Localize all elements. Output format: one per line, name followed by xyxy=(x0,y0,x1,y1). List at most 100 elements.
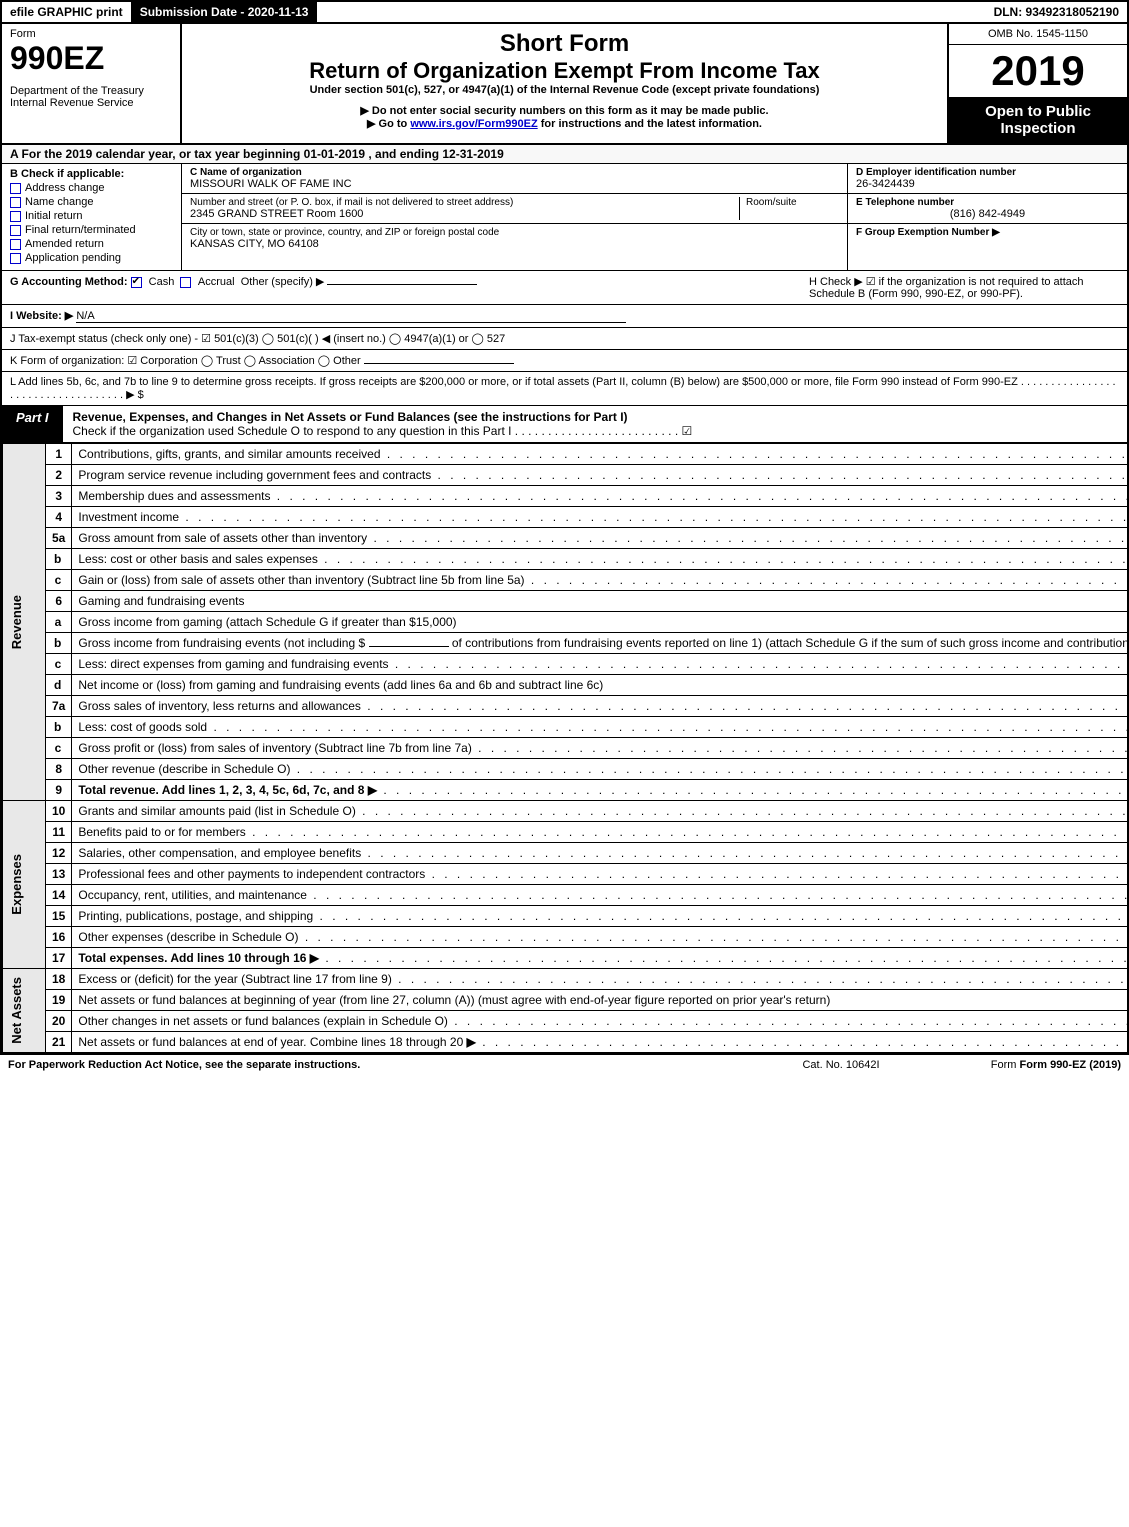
room-label: Room/suite xyxy=(746,197,839,208)
chk-application-pending[interactable]: Application pending xyxy=(10,252,173,264)
part1-header: Part I Revenue, Expenses, and Changes in… xyxy=(0,406,1129,443)
goto-suffix: for instructions and the latest informat… xyxy=(541,118,762,130)
goto-row: ▶ Go to www.irs.gov/Form990EZ for instru… xyxy=(192,117,937,130)
e-label: E Telephone number xyxy=(856,197,1119,208)
city-state-zip: KANSAS CITY, MO 64108 xyxy=(190,238,839,250)
city-label: City or town, state or province, country… xyxy=(190,227,839,238)
line-18-text: Excess or (deficit) for the year (Subtra… xyxy=(72,969,1129,990)
chk-accrual[interactable] xyxy=(180,277,191,288)
line-8-text: Other revenue (describe in Schedule O) xyxy=(72,759,1129,780)
netassets-sidelabel: Net Assets xyxy=(9,973,24,1048)
c-label: C Name of organization xyxy=(190,167,839,178)
street-address: 2345 GRAND STREET Room 1600 xyxy=(190,208,739,220)
line-12-text: Salaries, other compensation, and employ… xyxy=(72,843,1129,864)
line-7c-no: c xyxy=(46,738,72,759)
chk-name-change[interactable]: Name change xyxy=(10,196,173,208)
line-6b-text: Gross income from fundraising events (no… xyxy=(72,633,1129,654)
line-2-no: 2 xyxy=(46,465,72,486)
tax-year-period: A For the 2019 calendar year, or tax yea… xyxy=(0,145,1129,164)
line-17-text: Total expenses. Add lines 10 through 16 … xyxy=(72,948,1129,969)
telephone-value: (816) 842-4949 xyxy=(856,208,1119,220)
ein-value: 26-3424439 xyxy=(856,178,1119,190)
line-11-no: 11 xyxy=(46,822,72,843)
website-row: I Website: ▶ N/A xyxy=(0,305,1129,328)
line-1-no: 1 xyxy=(46,444,72,465)
chk-cash[interactable] xyxy=(131,277,142,288)
chk-amended-return[interactable]: Amended return xyxy=(10,238,173,250)
line-10-text: Grants and similar amounts paid (list in… xyxy=(72,801,1129,822)
part1-title: Revenue, Expenses, and Changes in Net As… xyxy=(73,410,628,424)
k-label: K Form of organization: ☑ Corporation ◯ … xyxy=(10,355,361,367)
dln-label: DLN: 93492318052190 xyxy=(986,2,1127,22)
chk-initial-return[interactable]: Initial return xyxy=(10,210,173,222)
line-5b-no: b xyxy=(46,549,72,570)
j-label: J Tax-exempt status (check only one) - ☑… xyxy=(10,333,505,345)
l-label: L Add lines 5b, 6c, and 7b to line 9 to … xyxy=(10,376,1116,401)
website-field[interactable]: N/A xyxy=(76,310,626,323)
line-4-no: 4 xyxy=(46,507,72,528)
line-4-text: Investment income xyxy=(72,507,1129,528)
form-number: 990EZ xyxy=(10,40,172,77)
line-6-text: Gaming and fundraising events xyxy=(72,591,1129,612)
i-label: I Website: ▶ xyxy=(10,310,73,322)
line-8-no: 8 xyxy=(46,759,72,780)
dept-label: Department of the Treasury xyxy=(10,85,172,97)
line-13-no: 13 xyxy=(46,864,72,885)
line-6c-no: c xyxy=(46,654,72,675)
line-10-no: 10 xyxy=(46,801,72,822)
chk-final-return[interactable]: Final return/terminated xyxy=(10,224,173,236)
f-label: F Group Exemption Number ▶ xyxy=(856,227,1119,238)
revenue-sidelabel: Revenue xyxy=(9,591,24,653)
line-17-no: 17 xyxy=(46,948,72,969)
line-19-text: Net assets or fund balances at beginning… xyxy=(72,990,1129,1011)
line-5c-text: Gain or (loss) from sale of assets other… xyxy=(72,570,1129,591)
line-14-no: 14 xyxy=(46,885,72,906)
page-footer: For Paperwork Reduction Act Notice, see … xyxy=(0,1055,1129,1075)
line-15-text: Printing, publications, postage, and shi… xyxy=(72,906,1129,927)
d-label: D Employer identification number xyxy=(856,167,1119,178)
h-schedule-b: H Check ▶ ☑ if the organization is not r… xyxy=(799,275,1119,300)
main-title: Return of Organization Exempt From Incom… xyxy=(192,58,937,84)
line-6b-amount-field[interactable] xyxy=(369,646,449,647)
omb-number: OMB No. 1545-1150 xyxy=(949,24,1127,45)
line-6b-no: b xyxy=(46,633,72,654)
line-7a-text: Gross sales of inventory, less returns a… xyxy=(72,696,1129,717)
line-7c-text: Gross profit or (loss) from sales of inv… xyxy=(72,738,1129,759)
other-org-field[interactable] xyxy=(364,363,514,364)
goto-prefix: ▶ Go to xyxy=(367,118,410,130)
form-word: Form xyxy=(10,28,172,40)
line-9-no: 9 xyxy=(46,780,72,801)
org-name: MISSOURI WALK OF FAME INC xyxy=(190,178,839,190)
under-section-text: Under section 501(c), 527, or 4947(a)(1)… xyxy=(192,84,937,96)
line-15-no: 15 xyxy=(46,906,72,927)
line-3-text: Membership dues and assessments xyxy=(72,486,1129,507)
chk-address-change[interactable]: Address change xyxy=(10,182,173,194)
submission-date-button[interactable]: Submission Date - 2020-11-13 xyxy=(132,2,318,22)
g-label: G Accounting Method: xyxy=(10,276,128,288)
irs-label: Internal Revenue Service xyxy=(10,97,172,109)
accrual-label: Accrual xyxy=(198,276,235,288)
line-20-no: 20 xyxy=(46,1011,72,1032)
expenses-sidelabel: Expenses xyxy=(9,850,24,919)
line-5a-text: Gross amount from sale of assets other t… xyxy=(72,528,1129,549)
part1-table: Revenue 1 Contributions, gifts, grants, … xyxy=(0,443,1129,1055)
line-21-no: 21 xyxy=(46,1032,72,1053)
line-2-text: Program service revenue including govern… xyxy=(72,465,1129,486)
addr-label: Number and street (or P. O. box, if mail… xyxy=(190,197,739,208)
line-16-no: 16 xyxy=(46,927,72,948)
other-specify-field[interactable] xyxy=(327,284,477,285)
irs-form-link[interactable]: www.irs.gov/Form990EZ xyxy=(410,118,537,130)
efile-print-button[interactable]: efile GRAPHIC print xyxy=(2,2,132,22)
tax-year: 2019 xyxy=(949,45,1127,97)
line-7a-no: 7a xyxy=(46,696,72,717)
accounting-row: G Accounting Method: Cash Accrual Other … xyxy=(0,271,1129,305)
form-header: Form 990EZ Department of the Treasury In… xyxy=(0,24,1129,145)
line-5c-no: c xyxy=(46,570,72,591)
line-6d-text: Net income or (loss) from gaming and fun… xyxy=(72,675,1129,696)
line-7b-text: Less: cost of goods sold xyxy=(72,717,1129,738)
line-13-text: Professional fees and other payments to … xyxy=(72,864,1129,885)
ssn-warning: ▶ Do not enter social security numbers o… xyxy=(192,104,937,117)
line-7b-no: b xyxy=(46,717,72,738)
part1-tab: Part I xyxy=(2,406,63,442)
form-ref: Form Form 990-EZ (2019) xyxy=(941,1059,1121,1071)
